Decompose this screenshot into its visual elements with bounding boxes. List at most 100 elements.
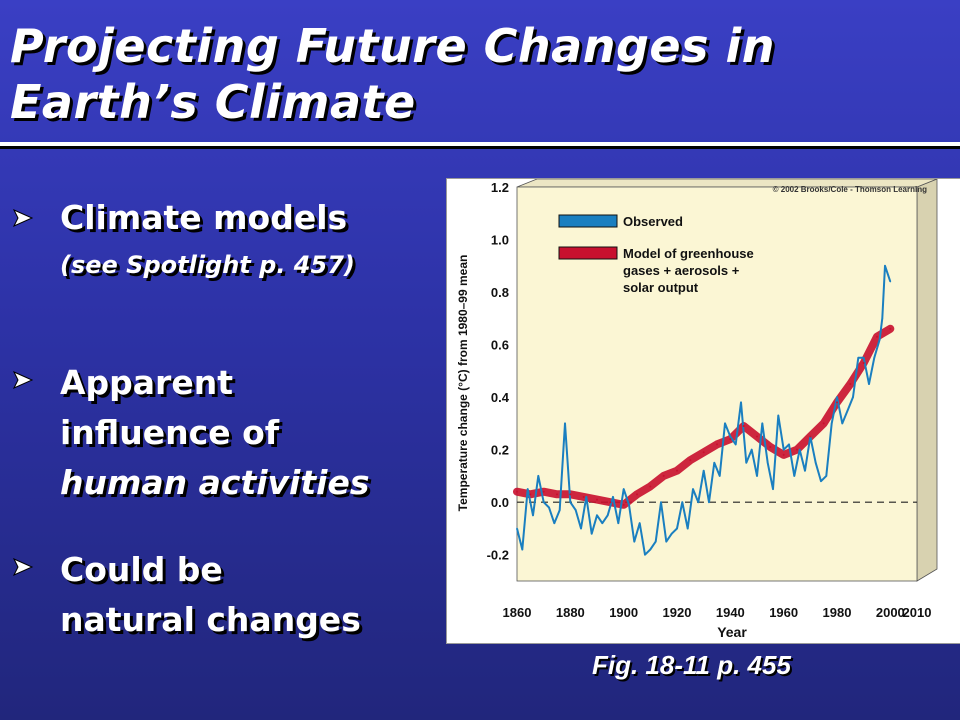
temperature-chart-svg: 1.2 1.0 0.8 0.6 0.4 0.2 0.0 -0.2 1860 1880 1900 192… <box>456 179 938 640</box>
observed-data-point <box>804 469 806 472</box>
observed-data-point <box>665 540 668 543</box>
x-tick-label: 1880 <box>556 605 585 620</box>
observed-data-point <box>628 504 630 506</box>
observed-data-point <box>654 540 657 543</box>
observed-data-point <box>846 409 849 412</box>
observed-data-point <box>676 527 678 530</box>
x-tick-label: 1940 <box>716 605 745 620</box>
observed-data-point <box>761 422 764 425</box>
observed-data-point <box>574 509 577 511</box>
bullet-2-line2: influence of <box>60 413 280 452</box>
x-axis-label: Year <box>717 624 747 640</box>
observed-data-point <box>617 522 620 525</box>
observed-data-point <box>830 422 833 425</box>
y-tick-label: 0.0 <box>491 495 509 510</box>
observed-data-point <box>788 443 790 446</box>
figure-caption: Fig. 18-11 p. 455 <box>592 650 791 680</box>
x-tick-label: 1980 <box>823 605 852 620</box>
temperature-chart: 1.2 1.0 0.8 0.6 0.4 0.2 0.0 -0.2 1860 1880 1900 192… <box>446 178 960 644</box>
legend-swatch-observed <box>558 214 618 228</box>
observed-data-point <box>713 462 716 464</box>
model-data-point <box>556 493 558 496</box>
observed-data-point <box>548 506 550 509</box>
observed-data-point <box>622 488 625 490</box>
observed-data-point <box>756 475 758 477</box>
observed-data-point <box>516 527 518 530</box>
bullet-1-line2: (see Spotlight p. 457) <box>60 251 355 279</box>
bullet-1-line1: Climate models <box>60 198 348 237</box>
model-data-point <box>756 435 758 438</box>
observed-data-point <box>766 462 769 464</box>
x-tick-label: 1920 <box>663 605 692 620</box>
observed-data-point <box>740 401 742 404</box>
slide-title: Projecting Future Changes in Earth’s Cli… <box>10 18 910 130</box>
observed-data-point <box>601 522 604 525</box>
observed-data-point <box>873 356 876 359</box>
observed-data-point <box>841 422 844 425</box>
y-tick-label: 0.8 <box>491 285 509 300</box>
observed-data-point <box>569 501 572 504</box>
slide-title-line1: Projecting Future Changes in <box>10 19 776 73</box>
observed-data-point <box>724 422 726 425</box>
observed-data-point <box>580 527 582 530</box>
model-data-point <box>849 383 852 385</box>
y-tick-label: 0.4 <box>491 390 510 405</box>
observed-data-point <box>777 414 780 417</box>
observed-data-point <box>606 514 609 517</box>
observed-data-point <box>820 480 822 482</box>
model-data-point <box>716 443 718 446</box>
model-data-point <box>689 459 692 462</box>
y-tick-label: 1.0 <box>491 233 509 248</box>
model-data-point <box>769 446 772 449</box>
observed-data-point <box>521 548 524 551</box>
model-data-point <box>529 493 532 496</box>
bullet-3-line2: natural changes <box>60 600 361 639</box>
observed-data-point <box>868 383 870 385</box>
model-data-point <box>609 501 612 504</box>
x-tick-label: 2000 <box>876 605 905 620</box>
observed-data-point <box>884 265 886 267</box>
x-tick-label: 1960 <box>769 605 798 620</box>
legend-label-observed: Observed <box>623 214 683 229</box>
observed-data-point <box>878 338 881 341</box>
model-data-point <box>596 498 598 501</box>
model-data-point <box>622 503 625 506</box>
observed-data-point <box>526 488 529 490</box>
chart-copyright: © 2002 Brooks/Cole - Thomson Learning <box>773 185 927 194</box>
model-data-point <box>569 493 572 496</box>
x-tick-label: 1860 <box>503 605 532 620</box>
y-tick-label: -0.2 <box>487 548 509 563</box>
model-data-point <box>836 401 838 404</box>
bullet-2-line1: Apparent <box>60 363 233 402</box>
y-tick-label: 1.2 <box>491 180 509 195</box>
observed-data-point <box>633 540 636 543</box>
series-line-observed <box>516 264 892 556</box>
model-data-point <box>822 422 825 425</box>
model-data-point <box>702 451 705 454</box>
observed-data-point <box>825 475 828 477</box>
model-data-point <box>676 469 678 472</box>
model-data-point <box>662 474 665 477</box>
observed-data-point <box>564 422 566 425</box>
x-tick-label: 1900 <box>609 605 638 620</box>
observed-data-point <box>702 469 705 472</box>
model-data-point <box>729 438 732 441</box>
observed-data-point <box>718 475 721 477</box>
observed-data-point <box>889 280 892 283</box>
observed-data-point <box>692 488 694 490</box>
y-axis-label: Temperature change (°C) from 1980–99 mea… <box>456 255 470 512</box>
plot-side-panel <box>916 179 938 582</box>
observed-data-point <box>814 462 817 464</box>
observed-data-point <box>596 514 598 517</box>
model-data-point <box>862 361 865 364</box>
observed-data-point <box>612 496 614 498</box>
arrow-bullet-icon <box>12 208 34 228</box>
legend-label-model-line2: gases + aerosols + <box>623 263 740 278</box>
model-data-point <box>636 493 638 496</box>
bullet-3-line1: Could be <box>60 550 223 589</box>
observed-data-point <box>585 496 588 498</box>
observed-data-point <box>708 501 710 504</box>
model-data-point <box>809 435 812 438</box>
observed-data-point <box>793 475 796 477</box>
observed-data-point <box>532 514 534 517</box>
